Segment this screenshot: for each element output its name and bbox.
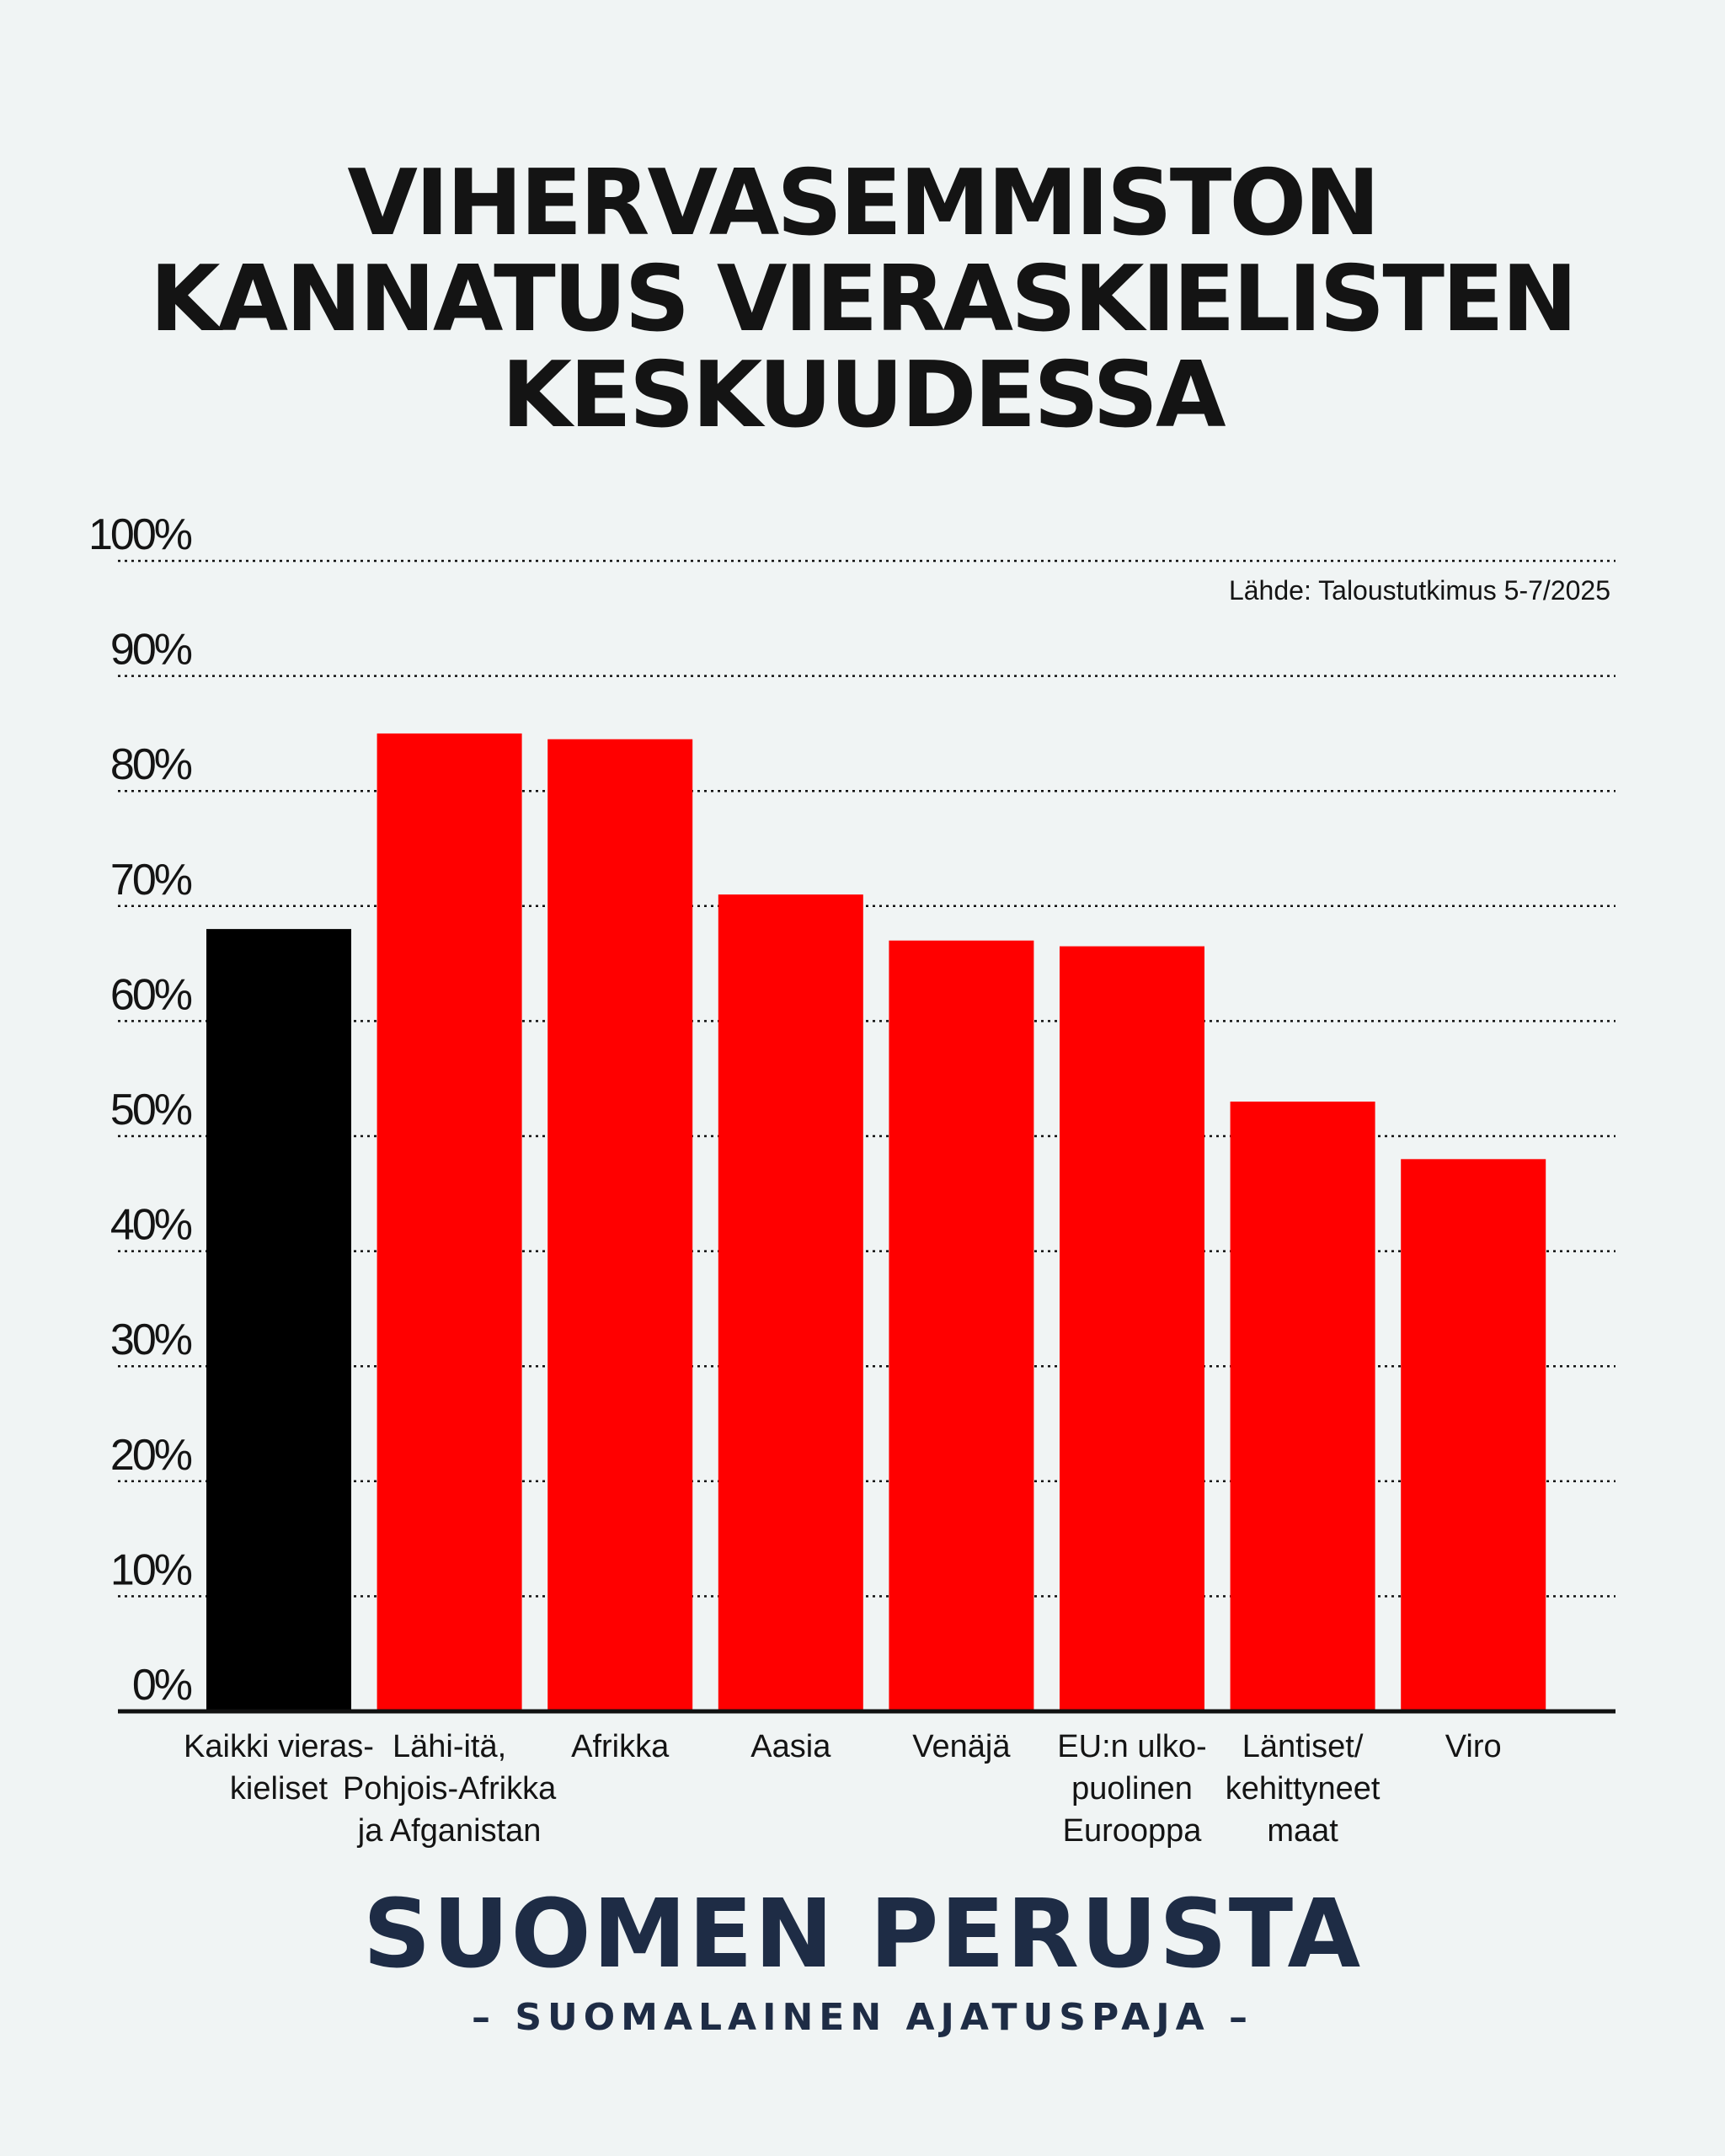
x-tick-label: Lähi-itä, Pohjois-Afrikka ja Afganistan <box>343 1729 557 1849</box>
x-tick-label: EU:n ulko-puolinen Eurooppa <box>1057 1729 1206 1849</box>
y-tick-label: 100% <box>88 510 192 559</box>
y-tick-label: 10% <box>110 1545 192 1594</box>
chart-title-line: VIHERVASEMMISTON <box>347 151 1380 256</box>
bar <box>377 733 522 1711</box>
y-axis: 0% 10% 20% 30% 40% 50% 60% 70% 80% 90% 100% <box>88 510 195 1710</box>
bar <box>1401 1159 1546 1711</box>
source-label: Lähde: Taloustutkimus 5-7/2025 <box>1229 575 1610 606</box>
bar-chart: 0% 10% 20% 30% 40% 50% 60% 70% 80% 90% 100% Kaikki… <box>88 510 1616 1849</box>
x-tick-label: Aasia <box>750 1729 831 1764</box>
x-tick-label: Läntiset/kehittyneet maat <box>1226 1729 1381 1849</box>
bar <box>547 739 693 1711</box>
y-tick-label: 30% <box>110 1315 192 1364</box>
brand-tagline: – SUOMALAINEN AJATUSPAJA – <box>472 1996 1253 2039</box>
x-tick-label: Venäjä <box>912 1729 1011 1764</box>
bar <box>889 940 1034 1711</box>
bar <box>718 894 863 1711</box>
y-tick-label: 90% <box>110 626 192 675</box>
chart-title-line: KESKUUDESSA <box>501 343 1226 448</box>
y-tick-label: 20% <box>110 1431 192 1480</box>
brand-logo: SUOMEN PERUSTA – SUOMALAINEN AJATUSPAJA … <box>0 1880 1725 2043</box>
x-tick-label: Kaikki vieras-kieliset <box>184 1729 374 1806</box>
x-tick-label: Afrikka <box>571 1729 670 1764</box>
bar <box>1060 946 1204 1711</box>
chart-title-line: KANNATUS VIERASKIELISTEN <box>149 247 1578 352</box>
bar <box>206 929 351 1711</box>
bars <box>206 733 1546 1711</box>
bar <box>1230 1102 1375 1711</box>
y-tick-label: 40% <box>110 1201 192 1250</box>
y-tick-label: 80% <box>110 740 192 789</box>
y-tick-label: 0% <box>132 1661 192 1710</box>
y-tick-label: 50% <box>110 1086 192 1134</box>
y-tick-label: 70% <box>110 856 192 905</box>
y-tick-label: 60% <box>110 970 192 1019</box>
x-tick-label: Viro <box>1445 1729 1502 1764</box>
chart-title: VIHERVASEMMISTON KANNATUS VIERASKIELISTE… <box>0 156 1725 444</box>
brand-name: SUOMEN PERUSTA <box>362 1880 1363 1989</box>
